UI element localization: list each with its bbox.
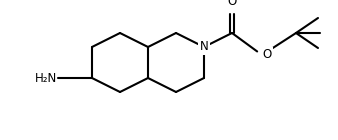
Text: H₂N: H₂N: [35, 72, 57, 85]
Text: O: O: [227, 0, 237, 8]
Text: N: N: [200, 40, 208, 53]
Text: O: O: [262, 48, 271, 61]
